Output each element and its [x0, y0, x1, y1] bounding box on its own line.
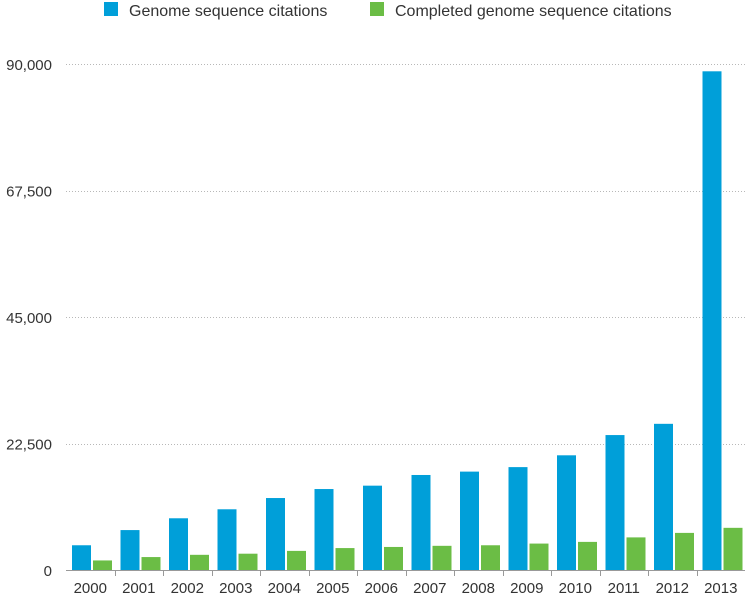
- x-tick-label: 2006: [365, 580, 398, 597]
- bar-genome-2005: [314, 489, 334, 570]
- bar-completed-2004: [287, 550, 306, 570]
- x-tick-label: 2002: [171, 580, 204, 597]
- x-tick-label: 2007: [413, 580, 446, 597]
- gridlines: [66, 64, 745, 571]
- x-tick-label: 2012: [656, 580, 689, 597]
- y-tick-label: 22,500: [6, 437, 52, 454]
- y-tick-label: 67,500: [6, 184, 52, 201]
- x-tick-label: 2013: [704, 580, 737, 597]
- legend-label-2: Completed genome sequence citations: [395, 3, 672, 20]
- x-tick-label: 2009: [510, 580, 543, 597]
- legend: Genome sequence citations Completed genom…: [104, 2, 672, 20]
- bar-genome-2006: [363, 485, 382, 570]
- bar-genome-2007: [411, 474, 431, 570]
- bar-completed-2003: [238, 553, 258, 570]
- x-tick-label: 2003: [219, 580, 252, 597]
- bar-genome-2001: [120, 530, 140, 570]
- bar-genome-2013: [702, 71, 722, 570]
- bar-completed-2002: [190, 554, 209, 570]
- bar-completed-2010: [578, 541, 597, 570]
- bar-genome-2004: [266, 498, 285, 570]
- legend-swatch-2: [370, 2, 384, 16]
- bar-completed-2006: [384, 546, 403, 570]
- bar-genome-2008: [460, 471, 479, 570]
- bar-completed-2005: [335, 548, 355, 570]
- x-tick-label: 2005: [316, 580, 349, 597]
- bar-completed-2012: [675, 532, 694, 570]
- bar-completed-2009: [529, 543, 549, 570]
- bar-genome-2012: [654, 423, 673, 570]
- x-tick-label: 2011: [608, 580, 640, 597]
- x-tick-label: 2010: [559, 580, 592, 597]
- legend-swatch-1: [104, 2, 118, 16]
- bar-genome-2002: [169, 518, 188, 570]
- bar-genome-2000: [72, 545, 91, 570]
- x-axis: 2000 2001 2002 2003 2004 2005 2006 2007 2008 2009…: [74, 570, 737, 597]
- bar-genome-2009: [508, 467, 528, 570]
- bars: [72, 71, 743, 570]
- bar-completed-2013: [723, 527, 743, 570]
- bar-completed-2011: [626, 537, 646, 570]
- y-tick-label: 0: [44, 563, 52, 580]
- y-axis: 0 22,500 45,000 67,500 90,000: [6, 57, 52, 580]
- bar-genome-2011: [605, 435, 625, 570]
- bar-genome-2010: [557, 455, 576, 570]
- legend-label-1: Genome sequence citations: [129, 3, 327, 20]
- x-tick-label: 2000: [74, 580, 107, 597]
- y-tick-label: 45,000: [6, 310, 52, 327]
- bar-completed-2008: [481, 545, 500, 570]
- bar-completed-2001: [141, 557, 161, 570]
- bar-genome-2003: [217, 509, 237, 570]
- x-tick-label: 2001: [122, 580, 155, 597]
- y-tick-label: 90,000: [6, 57, 52, 74]
- x-tick-label: 2008: [462, 580, 495, 597]
- bar-completed-2000: [93, 560, 112, 570]
- x-tick-label: 2004: [268, 580, 301, 597]
- bar-completed-2007: [432, 545, 452, 570]
